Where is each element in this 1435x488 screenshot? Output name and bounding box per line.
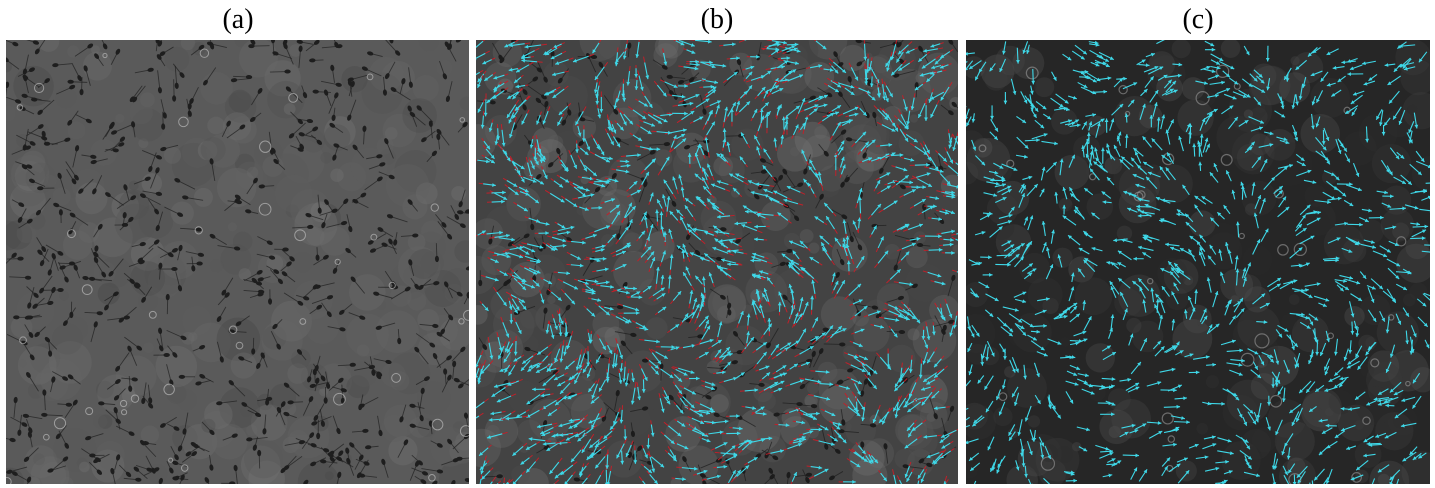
panel-b-label: (b) [700,4,734,35]
panel-a-micrograph [6,40,469,484]
panel-c-label: (c) [1182,4,1214,35]
sperm-micrograph-image [6,40,469,484]
velocity-arrows-image-b [476,40,958,484]
panel-b-flow-field [476,40,958,484]
panel-c-flow-field [966,40,1430,484]
panel-a-label: (a) [222,4,254,35]
velocity-arrows-image-c [966,40,1430,484]
